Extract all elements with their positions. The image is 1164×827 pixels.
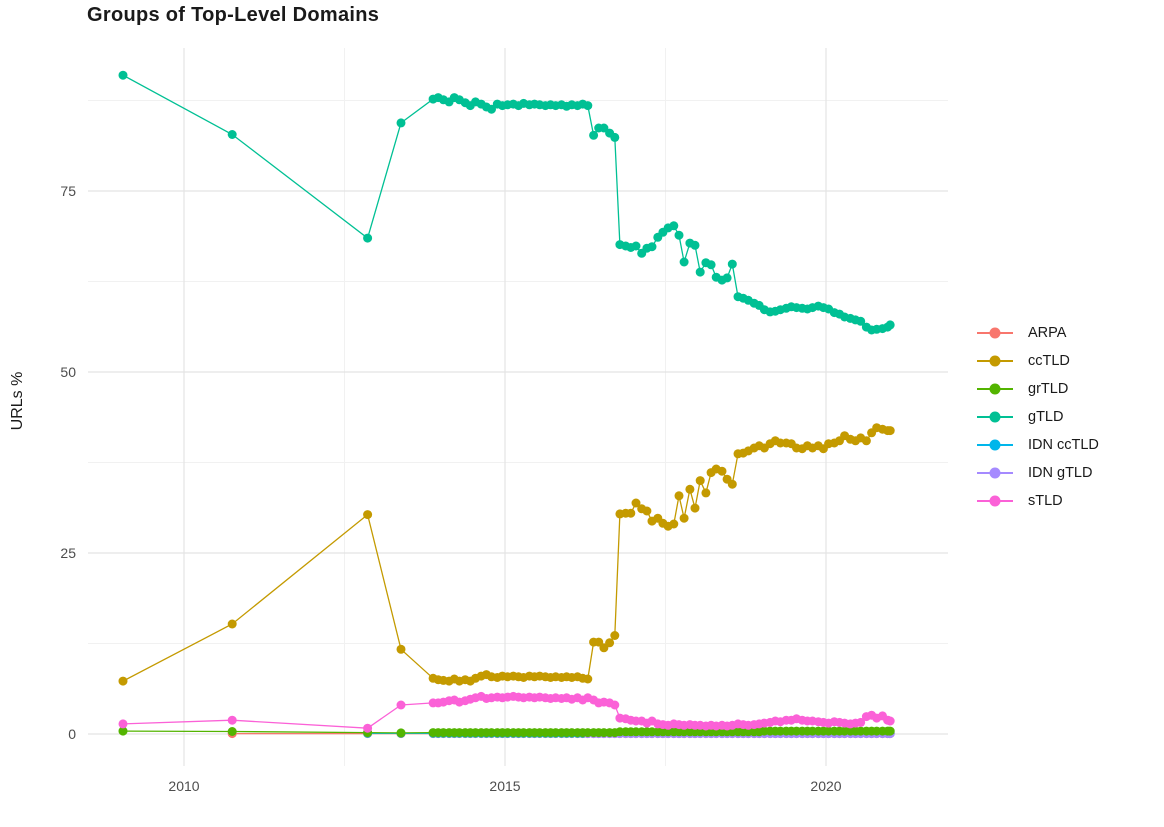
data-point xyxy=(669,221,679,231)
data-point xyxy=(727,259,737,269)
legend-item-cctld: ccTLD xyxy=(976,347,1099,375)
data-point xyxy=(669,519,679,529)
data-point xyxy=(594,637,604,647)
data-point xyxy=(701,488,711,498)
data-point xyxy=(647,242,657,252)
data-point xyxy=(118,726,128,736)
data-point xyxy=(626,508,636,518)
data-point xyxy=(722,273,732,283)
data-point xyxy=(690,503,700,513)
y-tick-label: 50 xyxy=(60,364,76,380)
legend-item-label: gTLD xyxy=(1028,409,1064,425)
data-point xyxy=(487,104,496,114)
legend-item-idn-cctld: IDN ccTLD xyxy=(976,431,1099,459)
data-point xyxy=(610,700,620,710)
data-point xyxy=(695,476,705,486)
data-point xyxy=(605,638,615,648)
y-tick-label: 75 xyxy=(60,183,76,199)
data-point xyxy=(856,717,866,727)
data-point xyxy=(727,479,737,489)
data-point xyxy=(227,727,237,736)
legend-item-arpa: ARPA xyxy=(976,319,1099,347)
legend-item-idn-gtld: IDN gTLD xyxy=(976,459,1099,487)
data-point xyxy=(885,426,895,436)
data-point xyxy=(610,631,620,640)
y-tick-label: 25 xyxy=(60,545,76,561)
data-point xyxy=(885,716,895,726)
data-point xyxy=(674,230,684,240)
legend-item-label: IDN ccTLD xyxy=(1028,437,1099,453)
legend-key-icon xyxy=(977,355,1013,367)
data-point xyxy=(706,260,716,270)
data-point xyxy=(674,491,684,501)
data-point xyxy=(861,436,871,446)
legend-item-stld: sTLD xyxy=(976,487,1099,515)
data-point xyxy=(396,118,406,128)
series-line xyxy=(122,74,891,331)
data-point xyxy=(856,316,866,326)
legend-key-icon xyxy=(977,495,1013,507)
data-point xyxy=(583,101,593,111)
legend: ARPA ccTLD grTLD gTLD IDN ccTLD IDN gTLD sTLD xyxy=(976,319,1099,515)
legend-key-icon xyxy=(977,467,1013,479)
data-point xyxy=(118,719,128,729)
y-tick-label: 0 xyxy=(68,726,76,742)
data-point xyxy=(885,320,895,330)
gridlines-major xyxy=(88,48,948,766)
data-point xyxy=(363,233,373,243)
data-point xyxy=(363,510,373,520)
data-point xyxy=(690,240,700,250)
data-point xyxy=(396,700,406,710)
data-point xyxy=(717,466,727,476)
data-point xyxy=(227,130,237,139)
legend-key-icon xyxy=(977,383,1013,395)
data-point xyxy=(631,498,641,508)
x-tick-label: 2015 xyxy=(489,778,520,794)
series-stld xyxy=(118,691,895,733)
data-point xyxy=(642,506,652,516)
data-point xyxy=(363,723,373,733)
data-point xyxy=(118,676,128,686)
legend-item-label: ccTLD xyxy=(1028,353,1070,369)
legend-item-label: ARPA xyxy=(1028,325,1067,341)
data-point xyxy=(583,674,593,684)
legend-item-label: IDN gTLD xyxy=(1028,465,1093,481)
data-point xyxy=(227,619,237,629)
data-point xyxy=(396,644,406,654)
legend-key-icon xyxy=(977,439,1013,451)
x-tick-label: 2020 xyxy=(810,778,841,794)
series-grtld xyxy=(118,726,895,738)
data-point xyxy=(118,70,128,80)
data-point xyxy=(589,130,599,140)
data-point xyxy=(685,484,695,494)
legend-item-grtld: grTLD xyxy=(976,375,1099,403)
data-point xyxy=(885,726,895,736)
legend-item-label: sTLD xyxy=(1028,493,1063,509)
series-gtld xyxy=(118,70,895,335)
series-cctld xyxy=(118,423,895,686)
data-point xyxy=(695,267,705,277)
legend-item-label: grTLD xyxy=(1028,381,1069,397)
y-axis-title: URLs % xyxy=(9,371,26,431)
legend-key-icon xyxy=(977,411,1013,423)
data-point xyxy=(631,241,641,251)
data-point xyxy=(679,513,689,523)
data-point xyxy=(679,257,689,267)
data-point xyxy=(227,715,237,725)
data-point xyxy=(610,132,620,142)
axis-tick-labels: 0 25 50 75 2010 2015 2020 xyxy=(60,183,841,794)
legend-item-gtld: gTLD xyxy=(976,403,1099,431)
legend-key-icon xyxy=(977,327,1013,339)
chart-title: Groups of Top-Level Domains xyxy=(87,4,380,26)
x-tick-label: 2010 xyxy=(168,778,199,794)
data-point xyxy=(396,728,406,738)
gridlines-minor xyxy=(88,48,948,766)
